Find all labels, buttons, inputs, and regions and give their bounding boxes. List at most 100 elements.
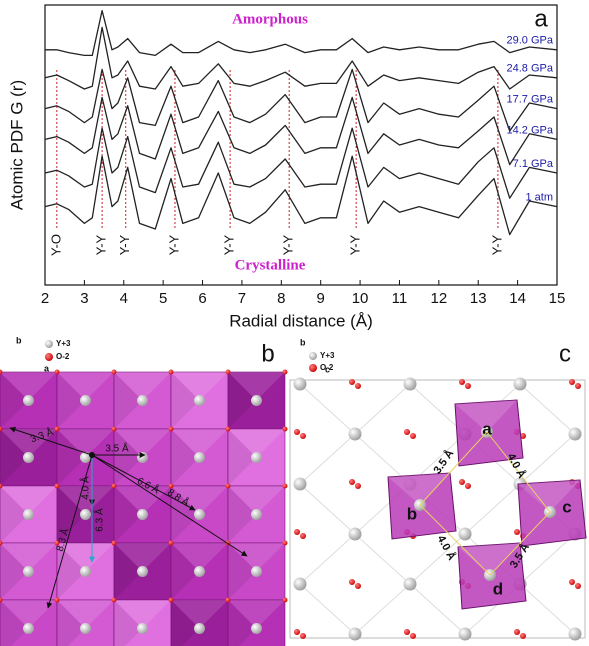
panel-b: b a Y+3 O-2 b 3.3 Å3.5 Å4.0 Å6.3 Å6.6 Å8… [0,335,288,646]
y-atom [293,377,307,391]
legend-label: 17.7 GPa [507,94,554,106]
y-atom [194,395,205,406]
polyhedron-face [57,543,86,600]
y-atom [194,509,205,520]
polyhedron-face [228,486,285,515]
o-atom [282,540,288,546]
o-atom [410,633,416,639]
polyhedron-face [0,543,29,600]
polyhedron-face [57,486,114,515]
o-atom [282,426,288,432]
distance-label: 4.0 Å [505,451,529,480]
o-atom [225,369,231,375]
y-atom [458,627,472,641]
y-atom [137,452,148,463]
o-atom [349,479,355,485]
site-label: b [407,504,417,523]
panel-a: Atomic PDF G (r) Radial distance (Å) Amo… [7,4,566,330]
x-tick-label: 15 [549,290,566,307]
polyhedron-face [114,543,143,600]
polyhedron-face [57,600,86,646]
o-atom [111,369,117,375]
legend-label: 7.1 GPa [513,158,554,170]
o-atom [111,540,117,546]
o-atom [300,633,306,639]
y-atom [23,623,34,634]
o-atom [355,383,361,389]
series-line [44,96,558,166]
o-atom [282,597,288,603]
distance-line [489,511,551,576]
o-atom [0,597,3,603]
o-atom [459,479,465,485]
o-atom [168,540,174,546]
legend-swatch [309,352,317,360]
bond [519,433,576,485]
peak-label: Y-Y [117,234,132,255]
o-atom [404,429,410,435]
polyhedron-face [0,600,57,629]
o-atom [111,426,117,432]
y-atom [251,395,262,406]
o-atom [520,633,526,639]
polyhedron-face [0,429,29,486]
o-atom [575,583,581,589]
polyhedron-face [228,543,257,600]
x-tick-label: 12 [431,290,448,307]
o-atom [410,433,416,439]
o-atom [111,597,117,603]
y-atom [293,577,307,591]
y-atom [568,627,582,641]
polyhedron-face [57,543,114,572]
o-atom [0,369,3,375]
o-atom [569,579,575,585]
panel-label: a [534,5,548,32]
y-atom [403,377,417,391]
o-atom [349,379,355,385]
o-atom [300,533,306,539]
polyhedron-face [171,543,228,572]
bond [299,483,356,535]
panel-label: c [559,340,571,367]
polyhedron-face [171,600,200,646]
origin-atom [89,452,95,458]
polyhedron-face [228,429,257,486]
axis-label: c [325,364,330,374]
x-tick-label: 6 [198,290,206,307]
y-atom [458,527,472,541]
polyhedron-face [228,372,285,401]
legend-swatch [45,353,53,361]
o-atom [520,433,526,439]
legend-label: Y+3 [56,339,71,348]
legend-label: 14.2 GPa [507,124,554,136]
y-atom [137,623,148,634]
axis-label: b [300,337,306,347]
bond [519,533,576,585]
y-atom [23,566,34,577]
o-atom [168,369,174,375]
polyhedron-face [0,543,57,572]
y-atom [23,509,34,520]
o-atom [168,426,174,432]
bond [409,533,466,585]
y-atom [403,577,417,591]
y-atom [137,509,148,520]
y-atom [80,566,91,577]
bond [409,583,466,635]
y-atom [137,566,148,577]
legend-swatch [45,340,53,348]
x-tick-label: 5 [159,290,167,307]
distance-label: 6.3 Å [93,508,106,532]
polyhedron-face [228,429,285,458]
x-tick-label: 10 [352,290,369,307]
o-atom [282,369,288,375]
peak-label: Y-Y [166,234,181,255]
o-atom [54,426,60,432]
y-atom [80,509,91,520]
series-line [44,68,558,132]
polyhedron-face [114,429,143,486]
peak-label: Y-Y [489,234,504,255]
polyhedron-face [57,600,114,629]
bond [299,533,356,585]
polyhedron-face [518,480,580,512]
